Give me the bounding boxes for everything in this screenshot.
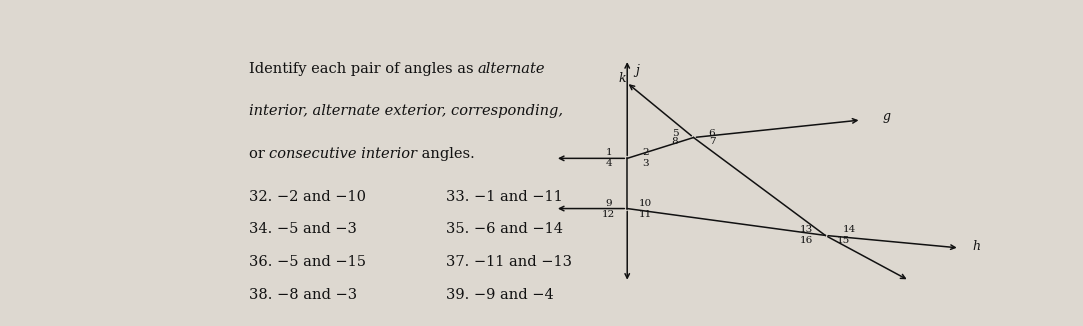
Text: 14: 14 [843,225,856,234]
Text: 33. −1 and −11: 33. −1 and −11 [446,190,563,204]
Text: 32. −2 and −10: 32. −2 and −10 [249,190,366,204]
Text: 1: 1 [605,148,612,157]
Text: k: k [618,72,626,85]
Text: 38. −8 and −3: 38. −8 and −3 [249,288,356,302]
Text: 16: 16 [800,236,813,245]
Text: 12: 12 [602,210,615,218]
Text: 15: 15 [837,236,850,245]
Text: 35. −6 and −14: 35. −6 and −14 [446,222,563,236]
Text: h: h [973,240,980,253]
Text: 34. −5 and −3: 34. −5 and −3 [249,222,356,236]
Text: 37. −11 and −13: 37. −11 and −13 [446,255,572,269]
Text: 4: 4 [605,159,612,168]
Text: 6: 6 [708,129,715,138]
Text: consecutive interior: consecutive interior [270,147,417,161]
Text: 5: 5 [671,129,678,138]
Text: or: or [249,147,270,161]
Text: 13: 13 [800,225,813,234]
Text: alternate: alternate [478,62,546,76]
Text: 7: 7 [708,137,715,146]
Text: 3: 3 [642,159,649,168]
Text: angles.: angles. [417,147,475,161]
Text: 8: 8 [671,137,678,146]
Text: Identify each pair of angles as: Identify each pair of angles as [249,62,478,76]
Text: 11: 11 [639,210,652,218]
Text: 39. −9 and −4: 39. −9 and −4 [446,288,553,302]
Text: 2: 2 [642,148,649,157]
Text: g: g [883,110,890,123]
Text: 9: 9 [605,199,612,208]
Text: 10: 10 [639,199,652,208]
Text: j: j [636,64,639,77]
Text: 36. −5 and −15: 36. −5 and −15 [249,255,366,269]
Text: interior, alternate exterior, corresponding,: interior, alternate exterior, correspond… [249,104,563,118]
